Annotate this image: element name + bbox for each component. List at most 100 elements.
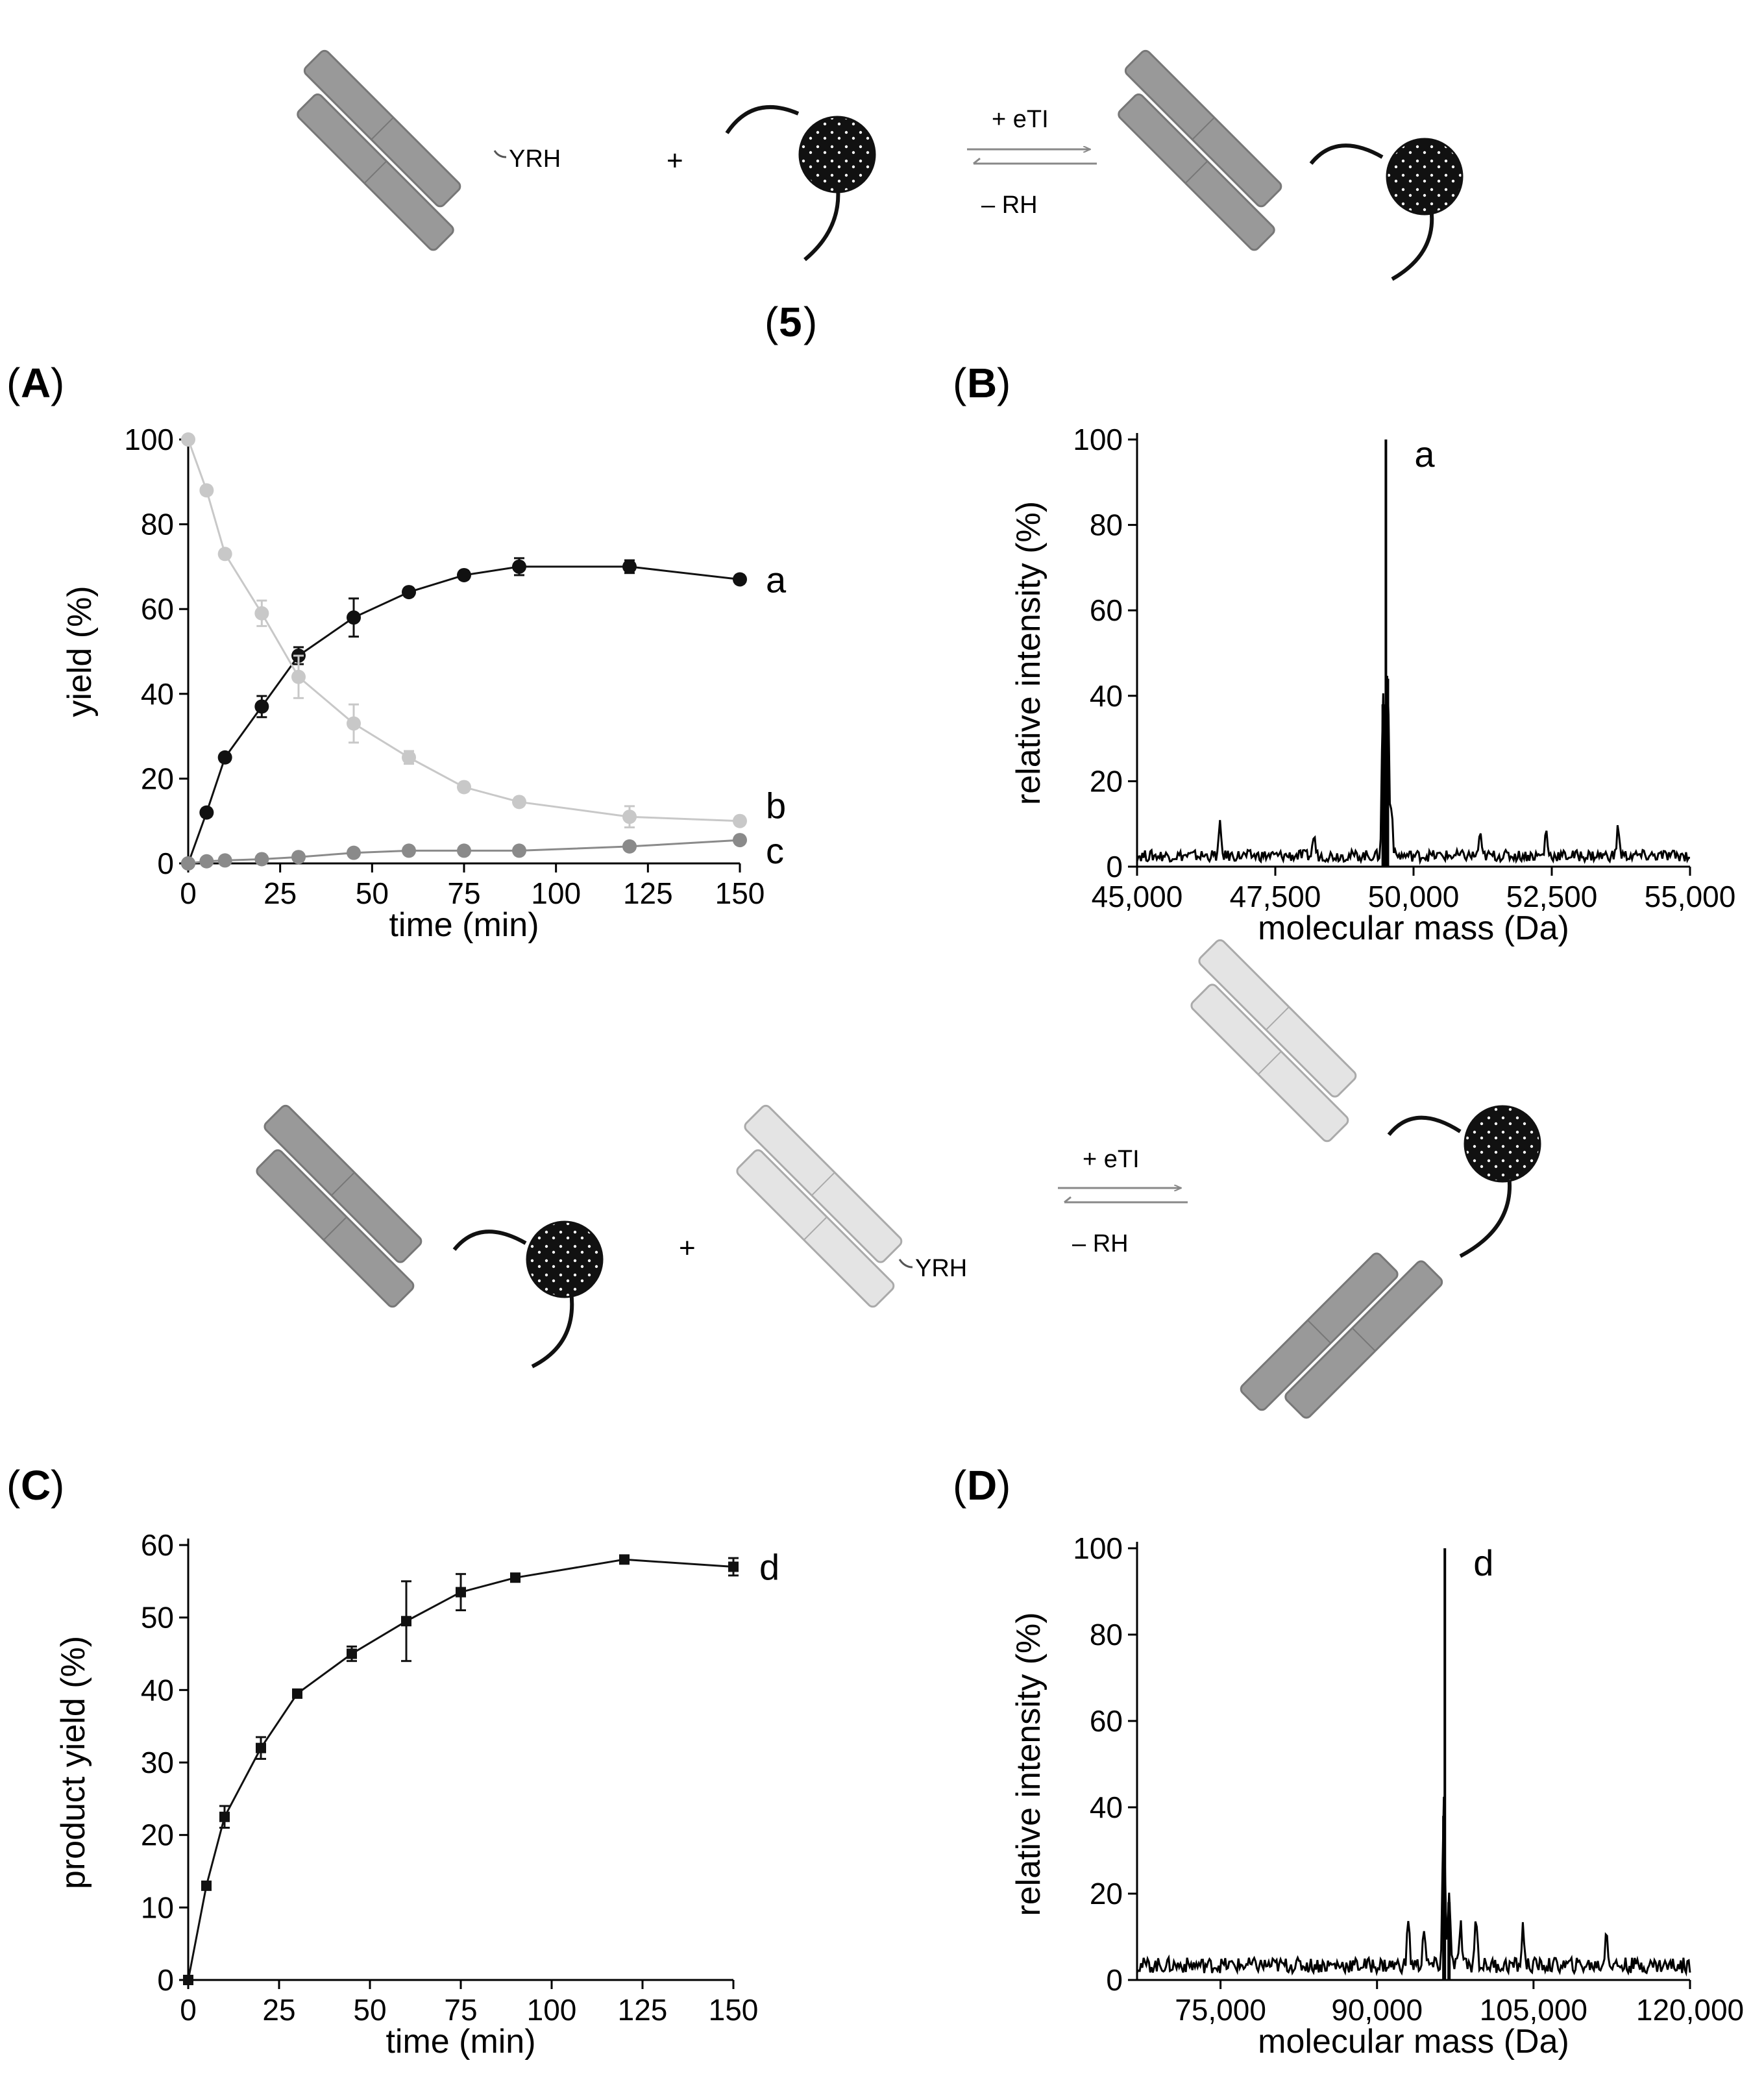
panel-label-letter: B [967,360,997,406]
data-point-b [291,669,306,684]
chart-panel-c: (C) 0 10 20 30 40 50 60 0 25 50 75 100 125 150 time (mi… [6,1462,779,2060]
x-tick-label: 90,000 [1331,1993,1423,2027]
tag-linker-bottom [898,1259,913,1268]
data-point-d [183,1975,193,1985]
data-point-d [456,1587,466,1598]
arrow-bottom-label-bottom: – RH [1072,1230,1129,1257]
x-axis-title: molecular mass (Da) [1258,2023,1569,2060]
series-label-a: a [766,559,787,600]
antibody-light-bottom [736,1104,903,1308]
arrow-top-label: + eTI [992,106,1049,133]
y-tick-label: 80 [141,508,174,541]
data-point-b [457,780,471,795]
x-tick-label: 100 [527,1993,577,2027]
data-point-c [457,843,471,858]
x-axis-title: time (min) [389,906,539,944]
antibody-dark-bottom-left [256,1104,423,1308]
compound-label-number: 5 [779,299,802,345]
y-tick-label: 40 [1090,1790,1123,1824]
conjugate-core-bottom-left [452,1220,604,1368]
spectrum-trace [1136,1796,1691,1977]
chart-panel-d: (D) 0 20 40 60 80 100 75,000 90,000 105,000 120,00… [953,1462,1744,2060]
y-tick-label: 40 [1090,679,1123,713]
y-tick-label: 80 [1090,1618,1123,1651]
tag-linker [493,150,507,158]
x-tick-label: 120,000 [1636,1993,1744,2027]
data-point-b [217,547,232,562]
panel-label-open: ( [953,1462,966,1509]
y-tick-label: 0 [157,1963,174,1997]
series-line-a [187,565,741,864]
y-tick-label: 20 [141,1818,174,1852]
y-tick-label: 100 [1073,1531,1123,1565]
arrow-bottom-label: – RH [981,192,1038,219]
scheme-bottom: + YRH + eTI – RH [256,939,1541,1419]
chart-panel-a: (A) 0 20 40 60 80 100 0 25 50 75 100 125 150 time (min… [6,360,787,944]
equilibrium-arrows-bottom [1058,1188,1188,1204]
series-line-b [187,439,741,823]
data-point-b [254,606,269,621]
panel-label-open: ( [6,1462,20,1509]
x-tick-label: 0 [180,876,197,910]
data-point-a [402,585,416,600]
y-tick-label: 60 [1090,593,1123,627]
x-tick-label: 45,000 [1092,880,1183,913]
y-tick-label: 100 [1073,423,1123,456]
x-tick-label: 125 [623,876,673,910]
conjugate-core-top [1309,138,1464,281]
equilibrium-arrows-top [967,149,1097,165]
data-point-b [512,795,526,810]
data-point-b [402,750,416,765]
y-tick-label: 0 [157,847,174,880]
x-axis-title: time (min) [386,2023,535,2060]
y-axis-title: relative intensity (%) [1010,501,1047,805]
y-tick-label: 100 [124,423,174,456]
scheme-top: YRH + + eTI – RH ( 5 ) [297,49,1464,345]
panel-label-close: ) [51,360,64,406]
data-point-d [728,1561,739,1572]
plus-sign-top: + [667,145,683,177]
y-tick-label: 30 [141,1746,174,1779]
data-point-d [619,1554,630,1565]
tag-yrh-top: YRH [509,145,561,173]
x-tick-label: 150 [709,1993,759,2027]
compound-label-close: ) [803,299,817,345]
y-tick-label: 20 [1090,764,1123,798]
panel-label-close: ) [51,1462,64,1509]
panel-label-close: ) [997,1462,1011,1509]
x-tick-label: 52,500 [1506,880,1598,913]
y-tick-label: 60 [141,1528,174,1562]
x-tick-label: 125 [618,1993,668,2027]
tag-yrh-bottom: YRH [915,1255,967,1282]
data-point-a [254,699,269,714]
data-point-d [401,1616,411,1627]
x-tick-label: 50,000 [1368,880,1460,913]
data-point-c [199,854,214,869]
plus-sign-bottom: + [679,1232,696,1264]
y-axis-title: yield (%) [61,586,99,717]
y-tick-label: 60 [1090,1704,1123,1738]
conjugate-core-product [1387,1105,1541,1258]
chart-panel-b: (B) 0 20 40 60 80 100 45,000 47,500 50,000 52,500 5… [953,360,1735,947]
x-tick-label: 75 [444,1993,477,2027]
series-line-d [187,1558,734,1981]
data-point-b [181,432,195,447]
x-tick-label: 50 [356,876,389,910]
arrow-top-label-bottom: + eTI [1083,1146,1140,1173]
x-tick-label: 55,000 [1645,880,1736,913]
panel-label-close: ) [997,360,1011,406]
x-tick-label: 25 [262,1993,295,2027]
y-tick-label: 50 [141,1601,174,1635]
panel-label-letter: C [21,1462,51,1509]
x-tick-label: 0 [180,1993,197,2027]
x-tick-label: 25 [263,876,297,910]
data-point-a [622,559,637,574]
peptide-core-5 [725,105,876,262]
antibody-dark-product [1240,1252,1443,1419]
y-tick-label: 60 [141,592,174,626]
spectrum-trace [1136,675,1691,865]
data-point-a [199,805,214,820]
data-point-c [402,843,416,858]
data-point-a [733,572,747,587]
x-tick-label: 105,000 [1480,1993,1587,2027]
